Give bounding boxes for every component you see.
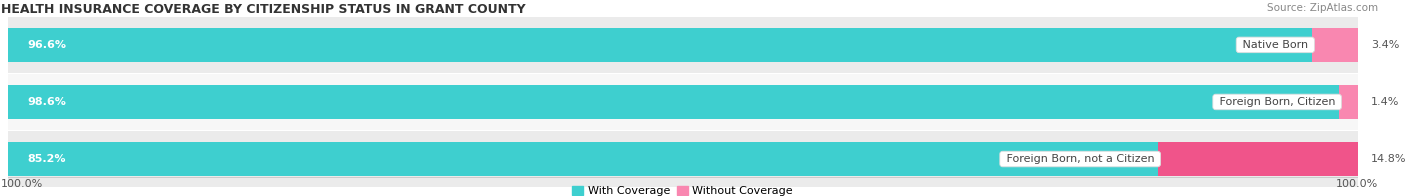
Text: HEALTH INSURANCE COVERAGE BY CITIZENSHIP STATUS IN GRANT COUNTY: HEALTH INSURANCE COVERAGE BY CITIZENSHIP…: [1, 3, 526, 16]
Text: 100.0%: 100.0%: [1336, 179, 1378, 189]
Bar: [7, 17, 1358, 73]
Bar: [7, 142, 1157, 176]
Bar: [1157, 142, 1358, 176]
Bar: [7, 28, 1312, 62]
Legend: With Coverage, Without Coverage: With Coverage, Without Coverage: [572, 186, 793, 196]
Text: Foreign Born, Citizen: Foreign Born, Citizen: [1216, 97, 1339, 107]
Bar: [7, 85, 1339, 119]
Text: Foreign Born, not a Citizen: Foreign Born, not a Citizen: [1002, 154, 1157, 164]
Bar: [1312, 28, 1358, 62]
Text: 100.0%: 100.0%: [1, 179, 44, 189]
Text: Source: ZipAtlas.com: Source: ZipAtlas.com: [1267, 3, 1378, 13]
Text: Native Born: Native Born: [1239, 40, 1312, 50]
Text: 85.2%: 85.2%: [28, 154, 66, 164]
Text: 96.6%: 96.6%: [28, 40, 66, 50]
Bar: [1339, 85, 1358, 119]
Text: 3.4%: 3.4%: [1371, 40, 1399, 50]
Bar: [7, 131, 1358, 187]
Text: 98.6%: 98.6%: [28, 97, 66, 107]
Bar: [7, 74, 1358, 130]
Text: 14.8%: 14.8%: [1371, 154, 1406, 164]
Text: 1.4%: 1.4%: [1371, 97, 1399, 107]
